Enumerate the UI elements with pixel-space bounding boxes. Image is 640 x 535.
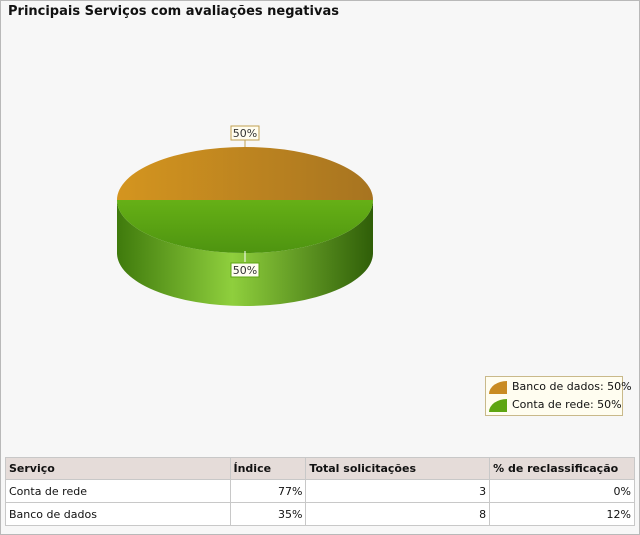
cell-servico: Banco de dados xyxy=(5,502,231,526)
column-header-indice: Índice xyxy=(229,457,307,480)
data-label-box xyxy=(230,125,260,141)
data-table: Serviço Índice Total solicitações % de r… xyxy=(5,457,635,526)
table-header-row: Serviço Índice Total solicitações % de r… xyxy=(5,457,635,480)
table-row: Conta de rede 77% 3 0% xyxy=(5,479,635,503)
table-row: Banco de dados 35% 8 12% xyxy=(5,502,635,526)
pie-slice-1 xyxy=(117,200,373,253)
cell-total: 3 xyxy=(305,479,491,503)
cell-indice: 77% xyxy=(229,479,307,503)
data-label-box xyxy=(230,262,260,278)
column-header-reclassificacao: % de reclassificação xyxy=(489,457,635,480)
cell-reclassificacao: 0% xyxy=(489,479,635,503)
pie-slice-0 xyxy=(117,147,373,200)
column-header-total: Total solicitações xyxy=(305,457,491,480)
chart-legend: Banco de dados: 50% Conta de rede: 50% xyxy=(485,376,632,416)
legend-label: Conta de rede: 50% xyxy=(512,398,622,411)
legend-swatch-banco xyxy=(489,381,507,394)
cell-reclassificacao: 12% xyxy=(489,502,635,526)
pie-chart: 50% 50% xyxy=(117,125,373,306)
data-label: 50% xyxy=(233,127,257,140)
legend-swatch-conta xyxy=(489,399,507,412)
chart-title: Principais Serviços com avaliações negat… xyxy=(8,4,339,19)
data-label: 50% xyxy=(233,264,257,277)
cell-indice: 35% xyxy=(229,502,307,526)
cell-total: 8 xyxy=(305,502,491,526)
cell-servico: Conta de rede xyxy=(5,479,231,503)
legend-label: Banco de dados: 50% xyxy=(512,380,632,393)
column-header-servico: Serviço xyxy=(5,457,231,480)
